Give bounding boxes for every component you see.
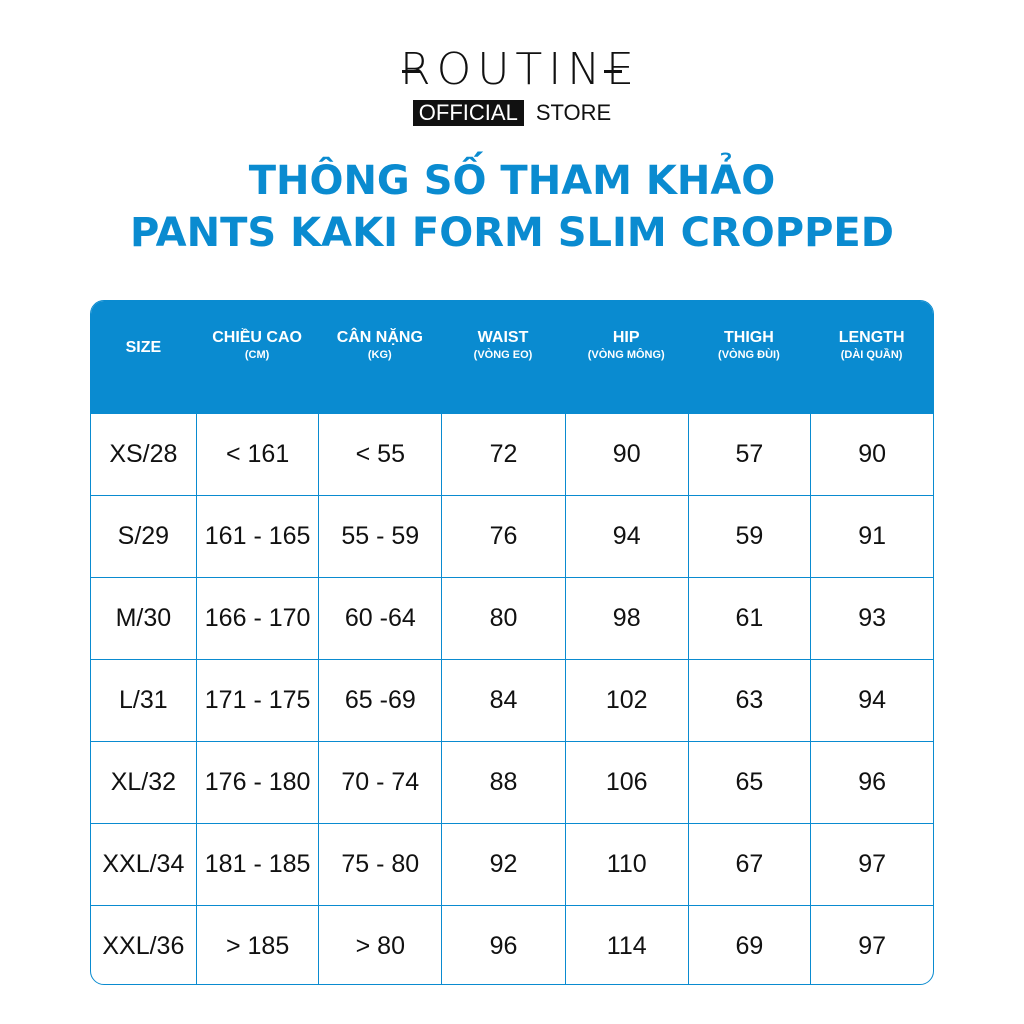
table-cell: XXL/36: [102, 932, 185, 960]
table-cell: 176 - 180: [195, 742, 319, 823]
table-cell: < 55: [318, 414, 441, 495]
column-header-unit: (CM): [244, 349, 270, 361]
table-cell: XL/32: [110, 768, 177, 796]
table-cell: < 161: [195, 414, 319, 495]
table-cell: 69: [687, 906, 811, 984]
table-cell: 88: [441, 742, 565, 823]
table-cell: 55 - 59: [318, 496, 441, 577]
column-header-unit: (KG): [367, 349, 392, 361]
table-cell: 61: [687, 578, 811, 659]
table-row: XXL/36 > 185 > 80 96 114 69 97: [91, 905, 933, 984]
product-name: PANTS KAKI FORM SLIM CROPPED: [130, 210, 894, 256]
column-header: LENGTH (DÀI QUẦN): [810, 301, 933, 413]
table-cell: 65: [687, 742, 811, 823]
table-cell: 67: [687, 824, 811, 905]
column-header-unit: (VÒNG ĐÙI): [718, 349, 780, 361]
table-cell: 84: [441, 660, 565, 741]
table-cell: 76: [441, 496, 565, 577]
table-cell: 90: [810, 414, 933, 495]
column-header-unit: (VÒNG EO): [473, 349, 533, 361]
table-row: S/29 161 - 165 55 - 59 76 94 59 91: [91, 495, 933, 577]
column-header: CÂN NẶNG (KG): [318, 301, 441, 413]
table-cell: 94: [564, 496, 688, 577]
column-header-label: CHIỀU CAO: [212, 329, 302, 346]
column-header-unit: (VÒNG MÔNG): [587, 349, 665, 361]
logo-official: OFFICIAL: [412, 100, 524, 126]
table-cell: S/29: [117, 522, 170, 550]
table-row: L/31 171 - 175 65 -69 84 102 63 94: [91, 659, 933, 741]
table-cell: > 185: [195, 906, 319, 984]
table-cell: 181 - 185: [195, 824, 319, 905]
table-row: XS/28 < 161 < 55 72 90 57 90: [91, 413, 933, 495]
table-cell: 70 - 74: [318, 742, 441, 823]
table-row: M/30 166 - 170 60 -64 80 98 61 93: [91, 577, 933, 659]
table-cell: 65 -69: [318, 660, 441, 741]
table-cell: 106: [564, 742, 688, 823]
table-row: XXL/34 181 - 185 75 - 80 92 110 67 97: [91, 823, 933, 905]
table-cell: 72: [441, 414, 565, 495]
column-header-label: SIZE: [125, 339, 162, 356]
column-header-label: WAIST: [477, 329, 529, 346]
column-header: CHIỀU CAO (CM): [196, 301, 319, 413]
store-logo: ROUTINE OFFICIAL STORE: [400, 44, 640, 126]
table-cell: 60 -64: [318, 578, 441, 659]
table-cell: 96: [441, 906, 565, 984]
table-cell: 93: [810, 578, 933, 659]
table-cell: > 80: [318, 906, 441, 984]
table-cell: 97: [810, 824, 933, 905]
column-header: SIZE: [91, 301, 196, 413]
column-header: HIP (VÒNG MÔNG): [565, 301, 688, 413]
column-header: THIGH (VÒNG ĐÙI): [688, 301, 811, 413]
table-cell: L/31: [119, 686, 168, 714]
page-title: THÔNG SỐ THAM KHẢO: [248, 158, 776, 204]
table-cell: 63: [687, 660, 811, 741]
table-header: SIZE CHIỀU CAO (CM) CÂN NẶNG (KG) WAIST (VÒNG …: [91, 301, 933, 413]
table-cell: 161 - 165: [195, 496, 319, 577]
table-cell: XS/28: [109, 440, 178, 468]
table-cell: 110: [564, 824, 688, 905]
table-cell: M/30: [115, 604, 172, 632]
table-cell: 102: [564, 660, 688, 741]
column-header-label: THIGH: [724, 329, 774, 346]
table-row: XL/32 176 - 180 70 - 74 88 106 65 96: [91, 741, 933, 823]
table-cell: 98: [564, 578, 688, 659]
table-cell: 57: [687, 414, 811, 495]
table-cell: 96: [810, 742, 933, 823]
table-cell: 80: [441, 578, 565, 659]
table-cell: 75 - 80: [318, 824, 441, 905]
table-cell: 114: [564, 906, 688, 984]
table-cell: 97: [810, 906, 933, 984]
logo-store: STORE: [535, 100, 612, 125]
column-header-label: HIP: [612, 329, 640, 346]
logo-brand: ROUTINE: [400, 44, 640, 95]
column-header: WAIST (VÒNG EO): [441, 301, 565, 413]
table-cell: 166 - 170: [195, 578, 319, 659]
table-cell: 90: [564, 414, 688, 495]
column-header-label: CÂN NẶNG: [336, 329, 423, 346]
column-header-label: LENGTH: [838, 329, 905, 346]
size-chart-table: SIZE CHIỀU CAO (CM) CÂN NẶNG (KG) WAIST (VÒNG …: [90, 300, 934, 985]
table-cell: 92: [441, 824, 565, 905]
column-header-unit: (DÀI QUẦN): [840, 349, 903, 361]
table-cell: 91: [810, 496, 933, 577]
table-cell: 59: [687, 496, 811, 577]
table-cell: 171 - 175: [195, 660, 319, 741]
table-cell: 94: [810, 660, 933, 741]
table-cell: XXL/34: [102, 850, 185, 878]
